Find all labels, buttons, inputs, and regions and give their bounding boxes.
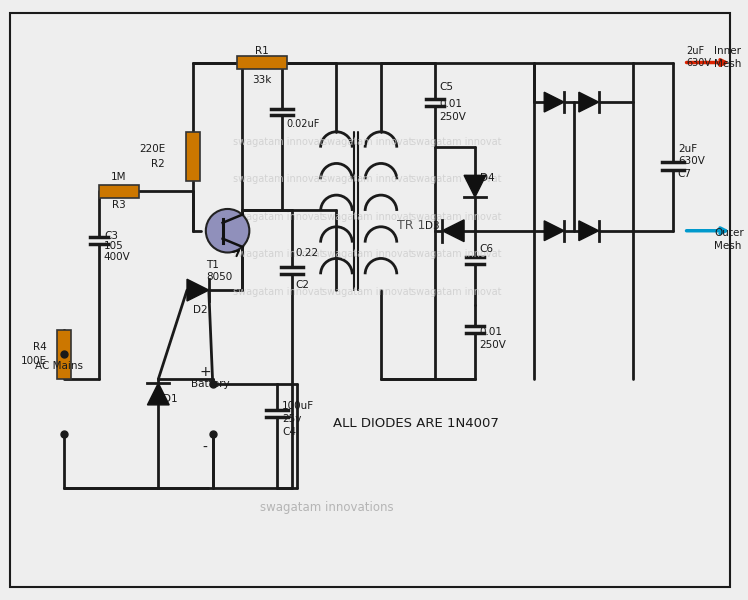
Text: Battery: Battery: [191, 379, 230, 389]
Text: swagatam innovat: swagatam innovat: [411, 174, 501, 184]
Text: 0.02uF: 0.02uF: [286, 119, 319, 129]
Text: swagatam innovat: swagatam innovat: [322, 174, 412, 184]
Text: swagatam innovat: swagatam innovat: [411, 287, 501, 297]
Text: C6: C6: [479, 244, 493, 254]
Text: 250V: 250V: [479, 340, 506, 350]
Text: swagatam innovat: swagatam innovat: [411, 137, 501, 146]
Text: 400V: 400V: [104, 253, 131, 262]
Polygon shape: [464, 175, 486, 197]
Text: 250V: 250V: [439, 112, 466, 122]
Text: R4: R4: [33, 343, 46, 352]
Text: R2: R2: [152, 160, 165, 169]
Text: 33k: 33k: [253, 76, 272, 85]
Bar: [99, 185, 138, 197]
Text: 8050: 8050: [206, 272, 232, 282]
Polygon shape: [579, 221, 598, 241]
Text: 0.01: 0.01: [479, 326, 502, 337]
Text: D2: D2: [193, 305, 208, 315]
Text: C5: C5: [439, 82, 453, 92]
Text: 630V: 630V: [687, 58, 711, 68]
Text: 2uF: 2uF: [687, 46, 705, 56]
Text: swagatam innovat: swagatam innovat: [233, 287, 323, 297]
Text: 100uF: 100uF: [282, 401, 314, 411]
Text: 1M: 1M: [111, 172, 126, 182]
Bar: [186, 132, 200, 181]
Text: Inner: Inner: [714, 46, 741, 56]
Text: T1: T1: [206, 260, 218, 271]
Text: +: +: [199, 365, 211, 379]
Text: 25v: 25v: [282, 414, 301, 424]
Text: swagatam innovations: swagatam innovations: [260, 501, 393, 514]
Text: ALL DIODES ARE 1N4007: ALL DIODES ARE 1N4007: [333, 417, 498, 430]
Text: swagatam innovat: swagatam innovat: [411, 250, 501, 259]
Polygon shape: [579, 92, 598, 112]
Polygon shape: [442, 220, 464, 242]
Text: 105: 105: [104, 241, 123, 251]
Text: TR 1: TR 1: [396, 219, 425, 232]
Text: swagatam innovat: swagatam innovat: [322, 212, 412, 222]
Text: 220E: 220E: [139, 143, 165, 154]
Text: -: -: [203, 440, 207, 454]
Text: C3: C3: [104, 230, 118, 241]
Text: swagatam innovat: swagatam innovat: [322, 137, 412, 146]
Text: C2: C2: [296, 280, 310, 290]
Text: R3: R3: [112, 200, 126, 210]
Polygon shape: [187, 279, 209, 301]
Text: D4: D4: [480, 173, 494, 183]
Text: D3: D3: [426, 221, 440, 231]
Text: swagatam innovat: swagatam innovat: [322, 250, 412, 259]
Text: C4: C4: [282, 427, 296, 437]
Text: swagatam innovat: swagatam innovat: [322, 287, 412, 297]
Polygon shape: [147, 383, 169, 405]
Text: swagatam innovat: swagatam innovat: [233, 250, 323, 259]
Text: swagatam innovat: swagatam innovat: [411, 212, 501, 222]
Text: D1: D1: [163, 394, 178, 404]
Text: 100E: 100E: [20, 356, 46, 367]
Polygon shape: [545, 221, 564, 241]
Bar: [237, 56, 287, 70]
Text: 630V: 630V: [678, 157, 705, 166]
Text: 2uF: 2uF: [678, 143, 697, 154]
Text: 0.22: 0.22: [296, 248, 319, 257]
Polygon shape: [545, 92, 564, 112]
Bar: [58, 329, 71, 379]
Text: 0.01: 0.01: [439, 99, 462, 109]
Text: swagatam innovat: swagatam innovat: [233, 137, 323, 146]
Text: swagatam innovat: swagatam innovat: [233, 212, 323, 222]
Text: Mesh: Mesh: [714, 241, 742, 251]
Text: Outer: Outer: [714, 228, 744, 238]
Text: Mesh: Mesh: [714, 59, 742, 68]
Text: C7: C7: [678, 169, 692, 179]
Text: swagatam innovat: swagatam innovat: [233, 174, 323, 184]
Text: AC Mains: AC Mains: [35, 361, 83, 371]
Text: R1: R1: [255, 46, 269, 56]
Circle shape: [206, 209, 249, 253]
